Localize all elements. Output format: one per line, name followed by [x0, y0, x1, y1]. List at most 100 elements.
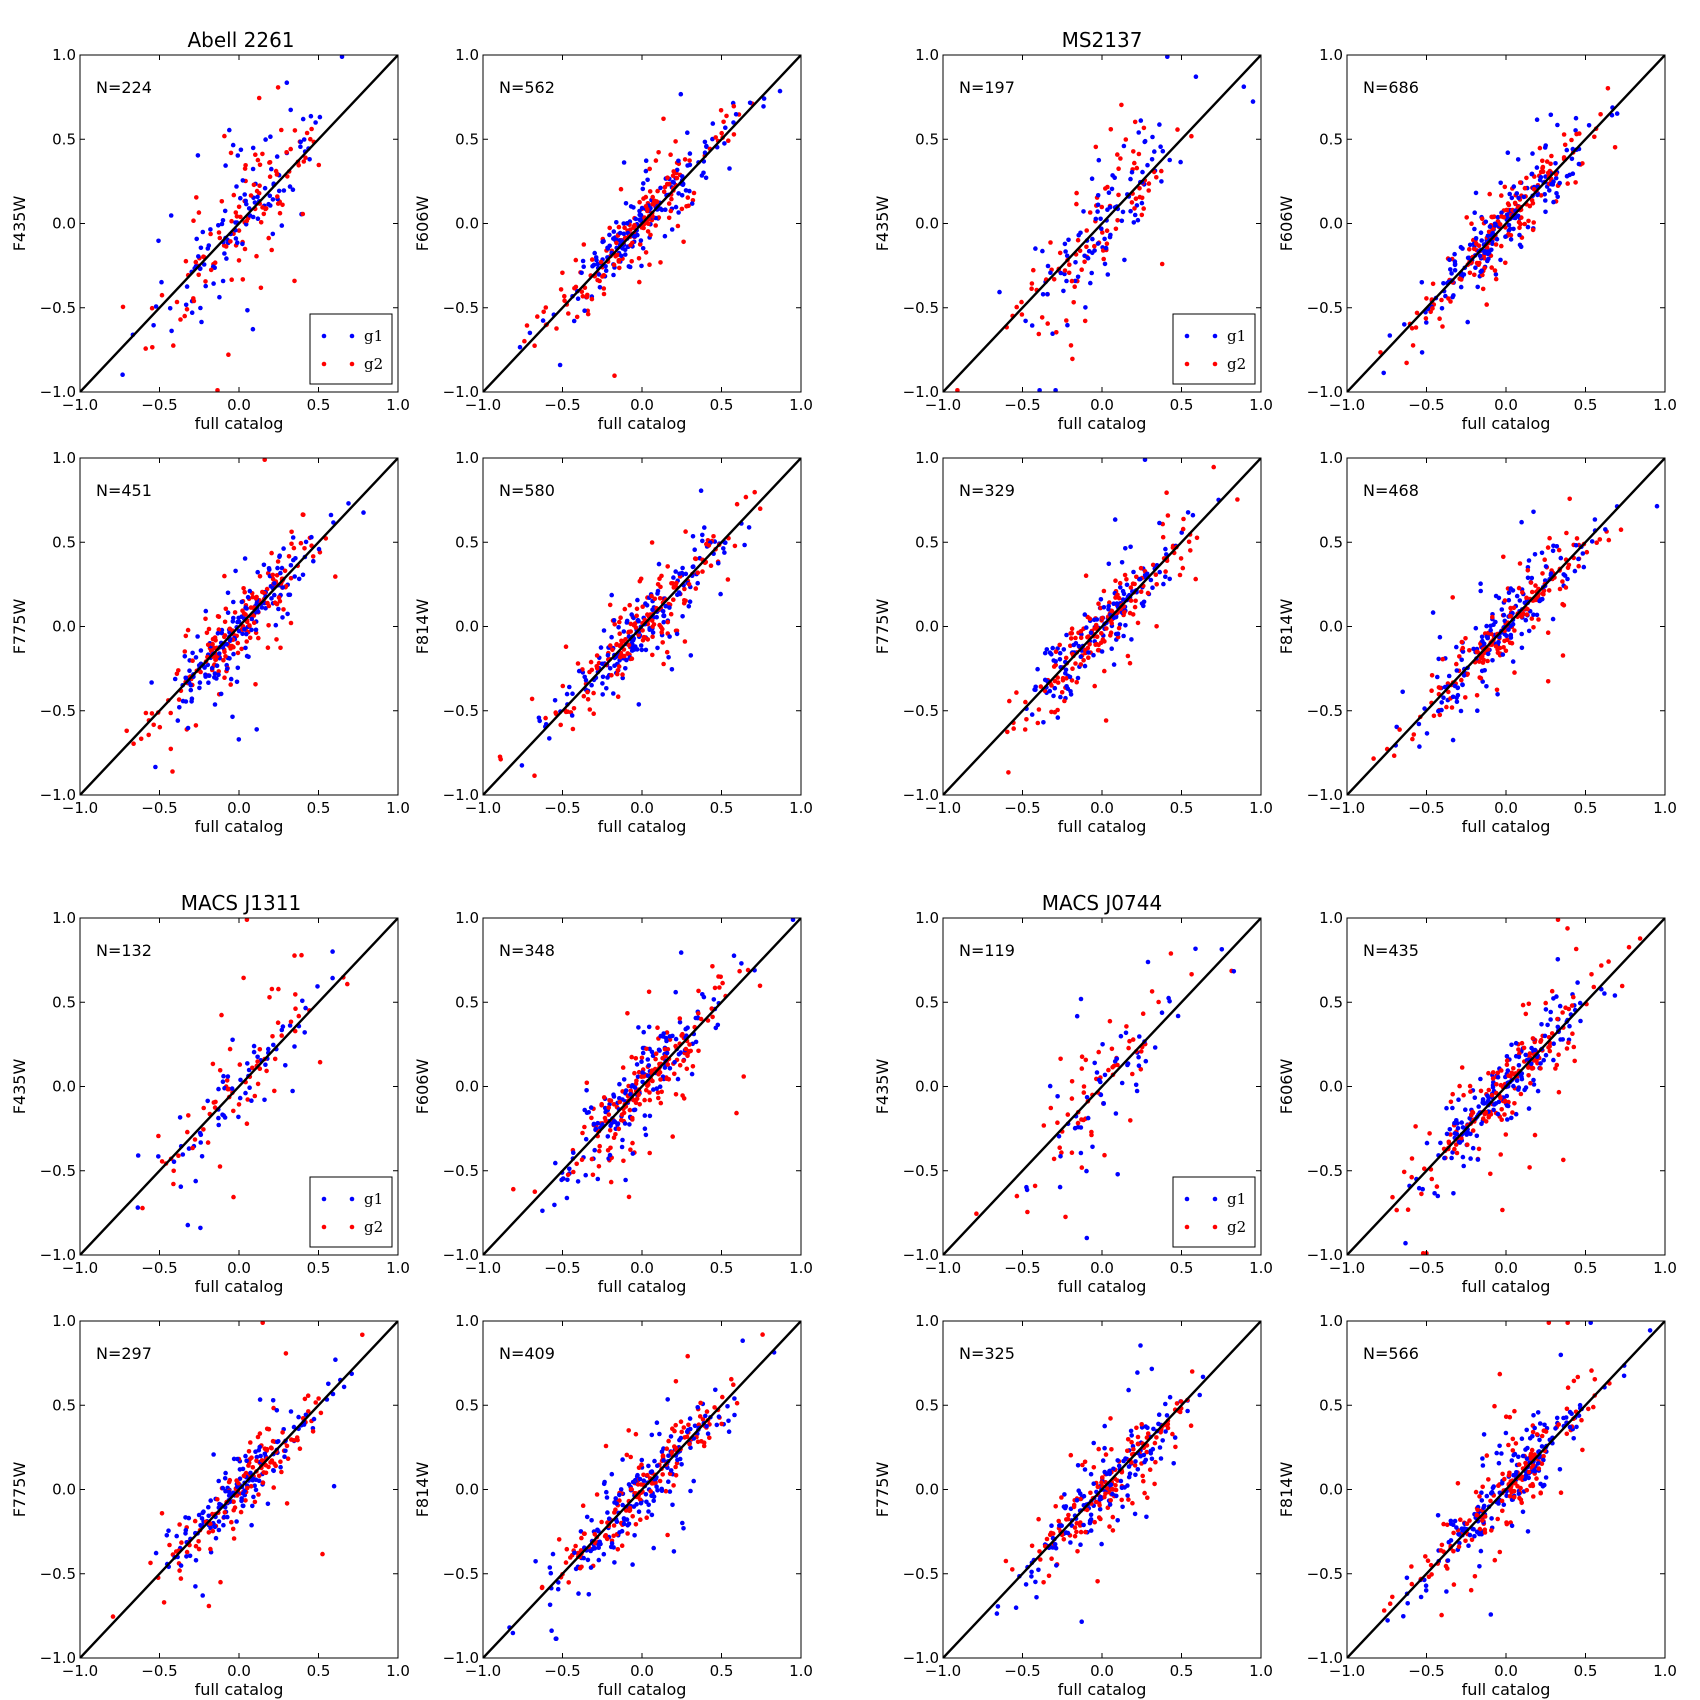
g2-point [1533, 583, 1538, 588]
g2-point [249, 1455, 254, 1460]
g2-point [231, 1507, 236, 1513]
g2-point [1472, 272, 1477, 278]
g2-point [1528, 1080, 1533, 1086]
g1-point [263, 1062, 268, 1067]
g2-point [620, 672, 625, 677]
g1-point [588, 1565, 594, 1570]
g1-point [1132, 212, 1138, 218]
g1-point [564, 691, 570, 697]
g1-point [1543, 174, 1548, 179]
g1-point [1545, 1022, 1550, 1028]
g1-point [1082, 253, 1087, 259]
g1-point [330, 949, 335, 954]
g2-point [710, 1014, 715, 1020]
g2-point [1049, 683, 1054, 688]
g2-point [1528, 580, 1534, 585]
g1-point [1078, 1150, 1084, 1156]
g1-point [229, 1086, 235, 1091]
g1-point [600, 674, 606, 680]
g2-point [1594, 540, 1599, 545]
g2-point [1571, 1044, 1577, 1050]
x-tick-label: 0.5 [307, 396, 331, 414]
g2-point [1061, 1537, 1067, 1542]
g1-point [1057, 1184, 1063, 1190]
g2-point [301, 512, 306, 518]
g1-point [1473, 265, 1478, 271]
g1-point [240, 178, 246, 183]
g2-point [607, 602, 613, 608]
g2-point [1405, 1207, 1411, 1212]
g2-point [535, 314, 540, 319]
y-tick-label: 0.5 [455, 993, 479, 1011]
g1-point [167, 306, 173, 311]
g1-point [1094, 1070, 1100, 1075]
g1-point [668, 1468, 674, 1473]
g2-point [250, 1465, 256, 1470]
g2-point [266, 1464, 271, 1470]
g1-point [582, 674, 587, 680]
x-tick-label: −0.5 [141, 396, 177, 414]
g1-point [1603, 527, 1608, 532]
g1-point [615, 1122, 620, 1127]
g2-point [1531, 220, 1536, 225]
g2-point [719, 1421, 724, 1427]
g2-point [720, 1394, 725, 1400]
g1-point [1550, 182, 1556, 187]
g1-point [725, 1404, 730, 1409]
g2-point [1410, 343, 1416, 348]
g2-point [1178, 556, 1184, 561]
g1-point [645, 1057, 651, 1062]
g1-point [1485, 651, 1491, 657]
y-tick-label: −0.5 [40, 1565, 76, 1583]
g1-point [1515, 157, 1521, 162]
g1-point [673, 569, 678, 574]
g2-point [636, 255, 642, 261]
g1-point [555, 1586, 561, 1592]
g2-point [1188, 1423, 1194, 1428]
g1-point [245, 1061, 250, 1066]
g2-point [1459, 1135, 1464, 1141]
g1-point [1532, 552, 1538, 557]
g1-point [595, 1120, 600, 1126]
g1-point [617, 1492, 622, 1498]
g2-point [580, 1503, 586, 1508]
x-axis-title: full catalog [598, 817, 687, 836]
g2-point [672, 1071, 677, 1077]
g2-point [760, 1332, 765, 1337]
g2-point [1038, 684, 1044, 689]
g2-point [1424, 296, 1429, 301]
g2-point [651, 622, 657, 627]
g2-point [657, 1478, 663, 1484]
x-tick-label: −1.0 [62, 396, 98, 414]
g1-point [1570, 171, 1576, 176]
g2-point [171, 1168, 176, 1174]
g2-point [655, 188, 660, 194]
g2-point [1031, 267, 1036, 273]
g1-point [727, 166, 732, 171]
g1-point [1109, 186, 1115, 192]
g1-point [1554, 191, 1559, 196]
g1-point [1149, 157, 1155, 162]
y-tick-label: 0.0 [915, 1078, 939, 1096]
g2-point [1074, 190, 1079, 196]
g1-point [1531, 1077, 1536, 1083]
g1-point [239, 614, 244, 619]
g1-point [713, 1387, 718, 1393]
g2-point [1411, 732, 1417, 737]
g1-point [1100, 1458, 1106, 1463]
g2-point [182, 313, 187, 319]
g1-point [1422, 706, 1427, 711]
g2-point [1102, 1152, 1107, 1158]
g2-point [1014, 304, 1019, 310]
g2-point [304, 130, 310, 136]
g2-point [616, 224, 622, 230]
g2-point [658, 584, 663, 590]
g1-point [1078, 1542, 1083, 1547]
g2-point [1049, 709, 1054, 715]
g1-point [1509, 1115, 1514, 1121]
g2-point [276, 595, 282, 600]
cluster-title-macs-j1311: MACS J1311 [181, 891, 301, 915]
g1-point [195, 634, 200, 639]
g1-point [266, 1046, 271, 1052]
g1-point [233, 236, 239, 241]
